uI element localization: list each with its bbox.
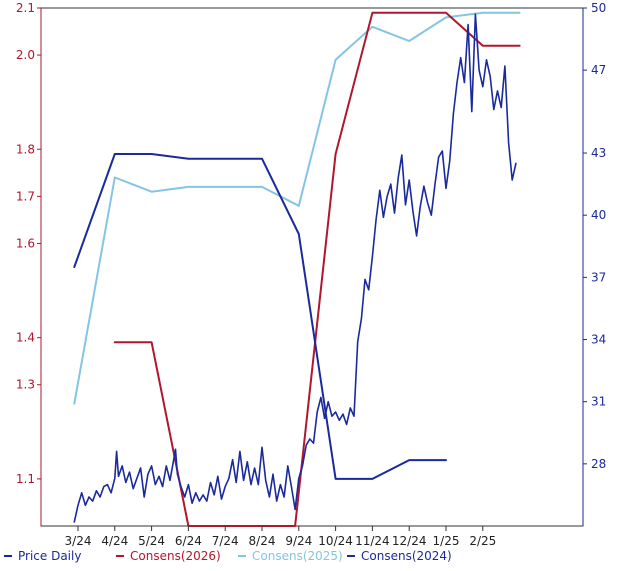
right-tick-label: 34 bbox=[591, 333, 606, 347]
x-tick-label: 7/24 bbox=[212, 534, 239, 548]
x-tick-label: 10/24 bbox=[318, 534, 353, 548]
right-tick-label: 50 bbox=[591, 1, 606, 15]
legend-label: Consens(2026) bbox=[130, 549, 221, 563]
legend-label: Price Daily bbox=[18, 549, 81, 563]
x-tick-label: 11/24 bbox=[355, 534, 390, 548]
series-line-consens-2024 bbox=[73, 153, 447, 480]
x-tick-label: 8/24 bbox=[249, 534, 276, 548]
left-tick-label: 1.4 bbox=[16, 331, 35, 345]
left-tick-label: 1.7 bbox=[16, 189, 35, 203]
right-tick-label: 40 bbox=[591, 208, 606, 222]
tick-layer: 1.1 1.3 1.4 1.6 1.7 1.8 2.0 2.1 28 31 34 37 40 43 47 50… bbox=[16, 1, 606, 548]
left-tick-label: 1.8 bbox=[16, 142, 35, 156]
left-tick-label: 1.6 bbox=[16, 236, 35, 250]
left-tick-label: 1.3 bbox=[16, 378, 35, 392]
legend-label: Consens(2025) bbox=[252, 549, 343, 563]
x-tick-label: 4/24 bbox=[101, 534, 128, 548]
x-tick-label: 9/24 bbox=[285, 534, 312, 548]
right-tick-label: 31 bbox=[591, 395, 606, 409]
x-tick-label: 3/24 bbox=[65, 534, 92, 548]
x-tick-label: 1/25 bbox=[433, 534, 460, 548]
x-tick-label: 6/24 bbox=[175, 534, 202, 548]
x-tick-label: 2/25 bbox=[469, 534, 496, 548]
series-line-consens-2025 bbox=[73, 11, 521, 405]
series-line-price-daily bbox=[73, 13, 517, 523]
series-layer bbox=[73, 11, 521, 527]
plot-area bbox=[40, 7, 584, 527]
right-tick-label: 37 bbox=[591, 270, 606, 284]
legend: Price Daily Consens(2026) Consens(2025) Con… bbox=[4, 549, 452, 563]
right-tick-label: 47 bbox=[591, 63, 606, 77]
legend-label: Consens(2024) bbox=[361, 549, 452, 563]
x-tick-label: 5/24 bbox=[138, 534, 165, 548]
right-tick-label: 43 bbox=[591, 146, 606, 160]
x-tick-label: 12/24 bbox=[392, 534, 427, 548]
right-tick-label: 28 bbox=[591, 457, 606, 471]
left-tick-label: 2.0 bbox=[16, 48, 35, 62]
left-tick-label: 2.1 bbox=[16, 1, 35, 15]
left-tick-label: 1.1 bbox=[16, 472, 35, 486]
